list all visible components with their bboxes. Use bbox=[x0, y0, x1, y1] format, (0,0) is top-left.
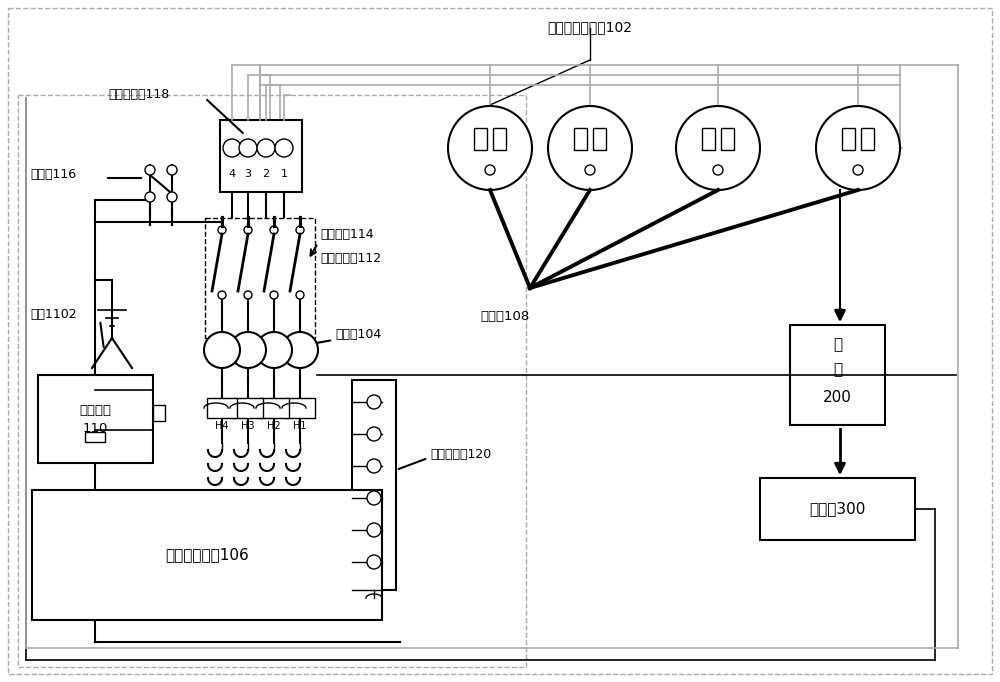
Circle shape bbox=[145, 165, 155, 175]
Circle shape bbox=[257, 139, 275, 157]
Circle shape bbox=[256, 332, 292, 368]
Circle shape bbox=[448, 106, 532, 190]
Circle shape bbox=[275, 139, 293, 157]
Text: 终: 终 bbox=[833, 338, 842, 353]
Text: H2: H2 bbox=[267, 421, 281, 431]
Bar bbox=[842, 128, 855, 150]
Circle shape bbox=[296, 291, 304, 299]
Text: H4: H4 bbox=[215, 421, 229, 431]
Text: H1: H1 bbox=[293, 421, 307, 431]
Bar bbox=[259, 398, 289, 418]
Circle shape bbox=[713, 165, 723, 175]
Bar bbox=[474, 128, 487, 150]
Text: H3: H3 bbox=[241, 421, 255, 431]
Text: 4: 4 bbox=[228, 169, 236, 179]
Text: 1: 1 bbox=[280, 169, 288, 179]
Circle shape bbox=[167, 165, 177, 175]
Circle shape bbox=[367, 459, 381, 473]
Circle shape bbox=[548, 106, 632, 190]
Text: 端: 端 bbox=[833, 363, 842, 378]
Bar bbox=[702, 128, 715, 150]
Circle shape bbox=[296, 226, 304, 234]
Text: L2: L2 bbox=[267, 345, 281, 355]
Bar bbox=[32, 490, 382, 620]
Bar bbox=[493, 128, 506, 150]
Text: 电动车充电端口102: 电动车充电端口102 bbox=[548, 20, 633, 34]
Bar bbox=[593, 128, 606, 150]
Text: 互感器104: 互感器104 bbox=[335, 329, 381, 342]
Bar bbox=[207, 398, 237, 418]
Bar bbox=[153, 405, 165, 421]
Circle shape bbox=[853, 165, 863, 175]
Text: 服务器300: 服务器300 bbox=[809, 501, 866, 516]
Text: 天线1102: 天线1102 bbox=[30, 308, 77, 321]
Circle shape bbox=[230, 332, 266, 368]
Circle shape bbox=[244, 226, 252, 234]
Circle shape bbox=[282, 332, 318, 368]
Bar bbox=[18, 95, 526, 667]
Circle shape bbox=[585, 165, 595, 175]
Text: 第二接线座120: 第二接线座120 bbox=[430, 449, 491, 462]
Text: 漏电保护器112: 漏电保护器112 bbox=[320, 252, 381, 265]
Text: 110: 110 bbox=[83, 423, 108, 436]
Text: 第一接线座118: 第一接线座118 bbox=[108, 89, 169, 102]
Text: 标识码108: 标识码108 bbox=[480, 310, 529, 323]
Circle shape bbox=[367, 395, 381, 409]
Circle shape bbox=[676, 106, 760, 190]
Text: 通信模块: 通信模块 bbox=[80, 404, 112, 417]
Text: L1: L1 bbox=[293, 345, 307, 355]
Bar bbox=[352, 380, 396, 590]
Circle shape bbox=[270, 291, 278, 299]
Circle shape bbox=[239, 139, 257, 157]
Bar bbox=[85, 432, 105, 442]
Text: 中控系统模块106: 中控系统模块106 bbox=[165, 548, 249, 563]
Bar bbox=[790, 325, 885, 425]
Text: L3: L3 bbox=[241, 345, 255, 355]
Text: 3: 3 bbox=[244, 169, 252, 179]
Circle shape bbox=[367, 427, 381, 441]
Circle shape bbox=[218, 226, 226, 234]
Circle shape bbox=[244, 291, 252, 299]
Text: 200: 200 bbox=[823, 389, 852, 404]
Text: L4: L4 bbox=[215, 345, 229, 355]
Circle shape bbox=[485, 165, 495, 175]
Text: 总开关116: 总开关116 bbox=[30, 168, 76, 181]
Circle shape bbox=[145, 192, 155, 202]
Bar bbox=[205, 218, 315, 338]
Circle shape bbox=[367, 523, 381, 537]
Bar bbox=[861, 128, 874, 150]
Circle shape bbox=[367, 555, 381, 569]
Bar bbox=[220, 120, 302, 192]
Circle shape bbox=[270, 226, 278, 234]
Circle shape bbox=[218, 291, 226, 299]
Text: 2: 2 bbox=[262, 169, 270, 179]
Circle shape bbox=[816, 106, 900, 190]
Circle shape bbox=[204, 332, 240, 368]
Bar bbox=[233, 398, 263, 418]
Bar bbox=[38, 375, 153, 463]
Circle shape bbox=[223, 139, 241, 157]
Bar bbox=[760, 478, 915, 540]
Bar bbox=[721, 128, 734, 150]
Bar bbox=[574, 128, 587, 150]
Circle shape bbox=[167, 192, 177, 202]
Text: 空气开关114: 空气开关114 bbox=[320, 228, 374, 241]
Circle shape bbox=[367, 491, 381, 505]
Bar bbox=[285, 398, 315, 418]
